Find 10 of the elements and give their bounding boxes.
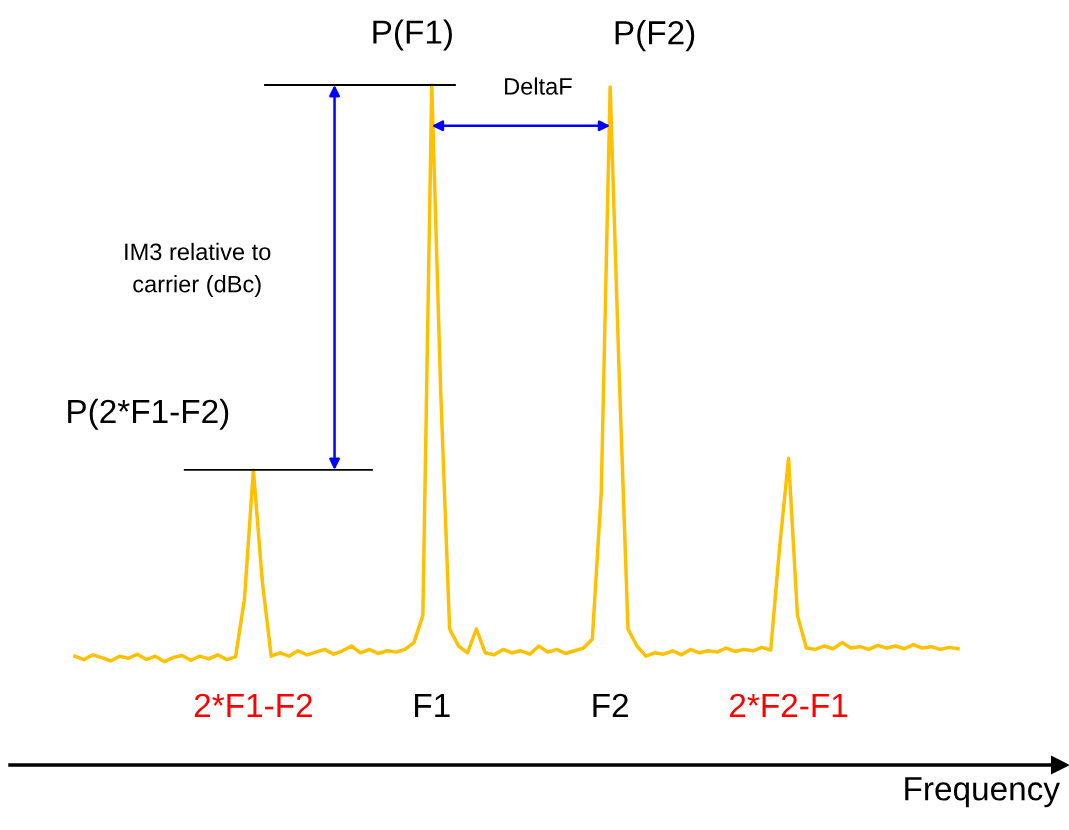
x-tick-label: 2*F2-F1 bbox=[730, 693, 848, 717]
x-tick-label: F2 bbox=[593, 693, 628, 717]
x-tick-label: F1 bbox=[415, 694, 450, 717]
annotation: IM3 relative to carrier (dBc) bbox=[125, 242, 271, 298]
annotation: DeltaF bbox=[505, 77, 572, 95]
x-axis-title: Frequency bbox=[905, 777, 1060, 808]
annotation: P(2*F1-F2) bbox=[68, 398, 229, 430]
x-tick-label: 2*F1-F2 bbox=[194, 693, 312, 717]
annotation: P(F1) bbox=[373, 19, 452, 51]
annotation: P(F2) bbox=[615, 20, 695, 52]
